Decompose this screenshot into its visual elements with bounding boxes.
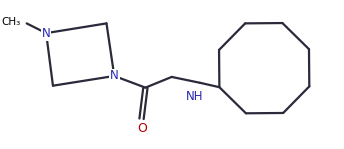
Text: NH: NH <box>186 90 204 103</box>
Text: N: N <box>110 69 119 82</box>
Text: N: N <box>42 27 51 40</box>
Text: CH₃: CH₃ <box>2 17 21 27</box>
Text: O: O <box>138 122 148 135</box>
